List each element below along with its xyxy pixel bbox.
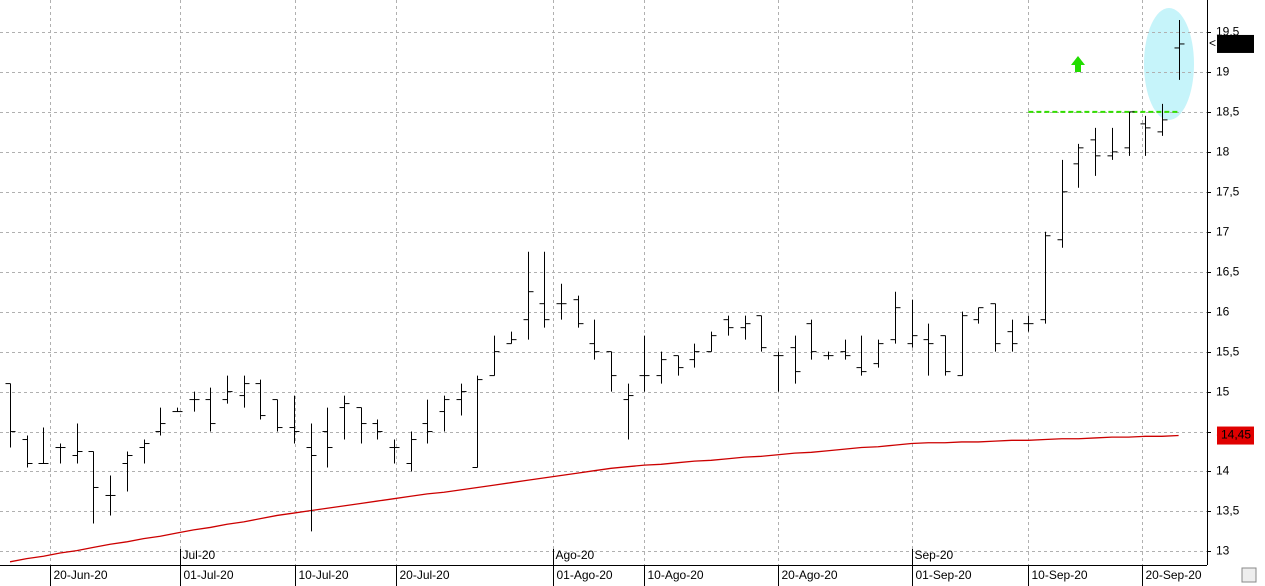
x-tick-label: 10-Jul-20: [299, 568, 349, 582]
y-tick-label: 19: [1216, 65, 1230, 79]
x-tick-label: 20-Jul-20: [400, 568, 450, 582]
highlight-ellipse: [1144, 8, 1194, 120]
y-tick-label: 18: [1216, 145, 1230, 159]
up-arrow: [1071, 56, 1085, 72]
month-label: Ago-20: [556, 548, 595, 562]
x-tick-label: 10-Sep-20: [1032, 568, 1088, 582]
x-tick-label: 01-Sep-20: [916, 568, 972, 582]
y-tick-label: 13: [1216, 544, 1230, 558]
y-tick-label: 17,5: [1216, 185, 1240, 199]
ma-value-box: [1217, 426, 1254, 445]
x-tick-label: 01-Ago-20: [557, 568, 613, 582]
y-tick-label: 17: [1216, 225, 1230, 239]
x-tick-label: 10-Ago-20: [648, 568, 704, 582]
x-tick-label: 20-Jun-20: [54, 568, 108, 582]
last-price-box: [1217, 34, 1254, 53]
y-tick-label: 13,5: [1216, 504, 1240, 518]
x-tick-label: 01-Jul-20: [184, 568, 234, 582]
moving-average: [9, 434, 1179, 563]
month-label: Jul-20: [183, 548, 216, 562]
y-tick-label: 15: [1216, 385, 1230, 399]
y-tick-label: 15,5: [1216, 345, 1240, 359]
pointer: <: [1209, 36, 1216, 50]
y-tick-label: 16: [1216, 305, 1230, 319]
corner-icon: [1241, 567, 1257, 583]
x-tick-label: 20-Ago-20: [782, 568, 838, 582]
month-label: Sep-20: [915, 548, 954, 562]
y-tick-label: 14: [1216, 464, 1230, 478]
y-tick-label: 18,5: [1216, 105, 1240, 119]
ma-value-label: 14,45: [1221, 428, 1251, 442]
y-tick-label: 16,5: [1216, 265, 1240, 279]
x-tick-label: 20-Sep-20: [1146, 568, 1202, 582]
